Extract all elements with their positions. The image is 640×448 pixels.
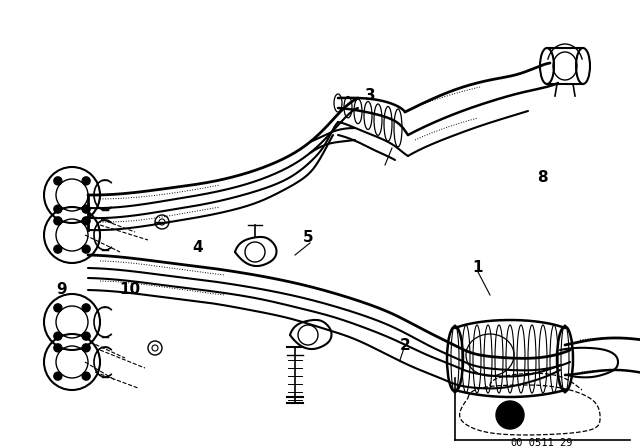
Circle shape bbox=[82, 245, 90, 253]
Text: 10: 10 bbox=[120, 283, 141, 297]
Text: 3: 3 bbox=[365, 87, 375, 103]
Circle shape bbox=[54, 344, 62, 352]
Text: 00_0511_29: 00_0511_29 bbox=[511, 437, 573, 448]
Circle shape bbox=[82, 217, 90, 225]
Circle shape bbox=[496, 401, 524, 429]
Circle shape bbox=[54, 245, 62, 253]
Text: 5: 5 bbox=[303, 231, 314, 246]
Text: 9: 9 bbox=[57, 283, 67, 297]
Circle shape bbox=[54, 205, 62, 213]
Text: 1: 1 bbox=[473, 260, 483, 276]
Circle shape bbox=[54, 217, 62, 225]
Text: 4: 4 bbox=[193, 241, 204, 255]
Circle shape bbox=[82, 205, 90, 213]
Circle shape bbox=[82, 344, 90, 352]
Circle shape bbox=[54, 332, 62, 340]
Circle shape bbox=[82, 304, 90, 312]
Circle shape bbox=[54, 304, 62, 312]
Circle shape bbox=[54, 177, 62, 185]
Text: 2: 2 bbox=[399, 337, 410, 353]
Circle shape bbox=[82, 332, 90, 340]
Circle shape bbox=[54, 372, 62, 380]
Text: 8: 8 bbox=[537, 171, 547, 185]
Circle shape bbox=[82, 372, 90, 380]
Circle shape bbox=[82, 177, 90, 185]
